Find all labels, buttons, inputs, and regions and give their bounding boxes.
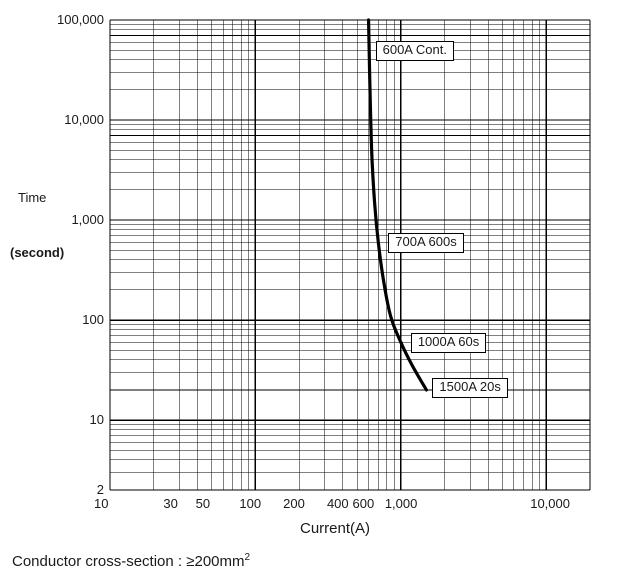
y-axis-label-time: Time — [18, 190, 46, 205]
x-axis-label: Current(A) — [300, 520, 370, 537]
x-tick-label: 200 — [283, 496, 305, 511]
y-axis-label-second: (second) — [10, 245, 64, 260]
curve-point-label: 700A 600s — [388, 233, 463, 253]
y-tick-label: 2 — [97, 482, 104, 497]
x-tick-label: 100 — [239, 496, 261, 511]
curve-point-label: 600A Cont. — [376, 41, 454, 61]
y-tick-label: 100 — [82, 312, 104, 327]
x-tick-label: 400 — [327, 496, 349, 511]
time-current-chart — [0, 0, 617, 545]
y-tick-label: 100,000 — [57, 12, 104, 27]
curve-point-label: 1500A 20s — [432, 378, 507, 398]
x-tick-label: 1,000 — [385, 496, 418, 511]
footnote: Conductor cross-section : ≥200mm2 — [12, 552, 250, 570]
curve-point-label: 1000A 60s — [411, 333, 486, 353]
x-tick-label: 10 — [94, 496, 108, 511]
x-tick-label: 30 — [163, 496, 177, 511]
footnote-value: 200mm — [194, 553, 244, 570]
y-tick-label: 1,000 — [71, 212, 104, 227]
x-tick-label: 50 — [196, 496, 210, 511]
y-tick-label: 10,000 — [64, 112, 104, 127]
x-tick-label: 600 — [353, 496, 375, 511]
x-tick-label: 10,000 — [530, 496, 570, 511]
footnote-exp: 2 — [245, 552, 251, 563]
footnote-prefix: Conductor cross-section : — [12, 553, 186, 570]
time-current-chart-page: { "chart": { "type": "line-loglog", "bac… — [0, 0, 617, 576]
y-tick-label: 10 — [90, 412, 104, 427]
